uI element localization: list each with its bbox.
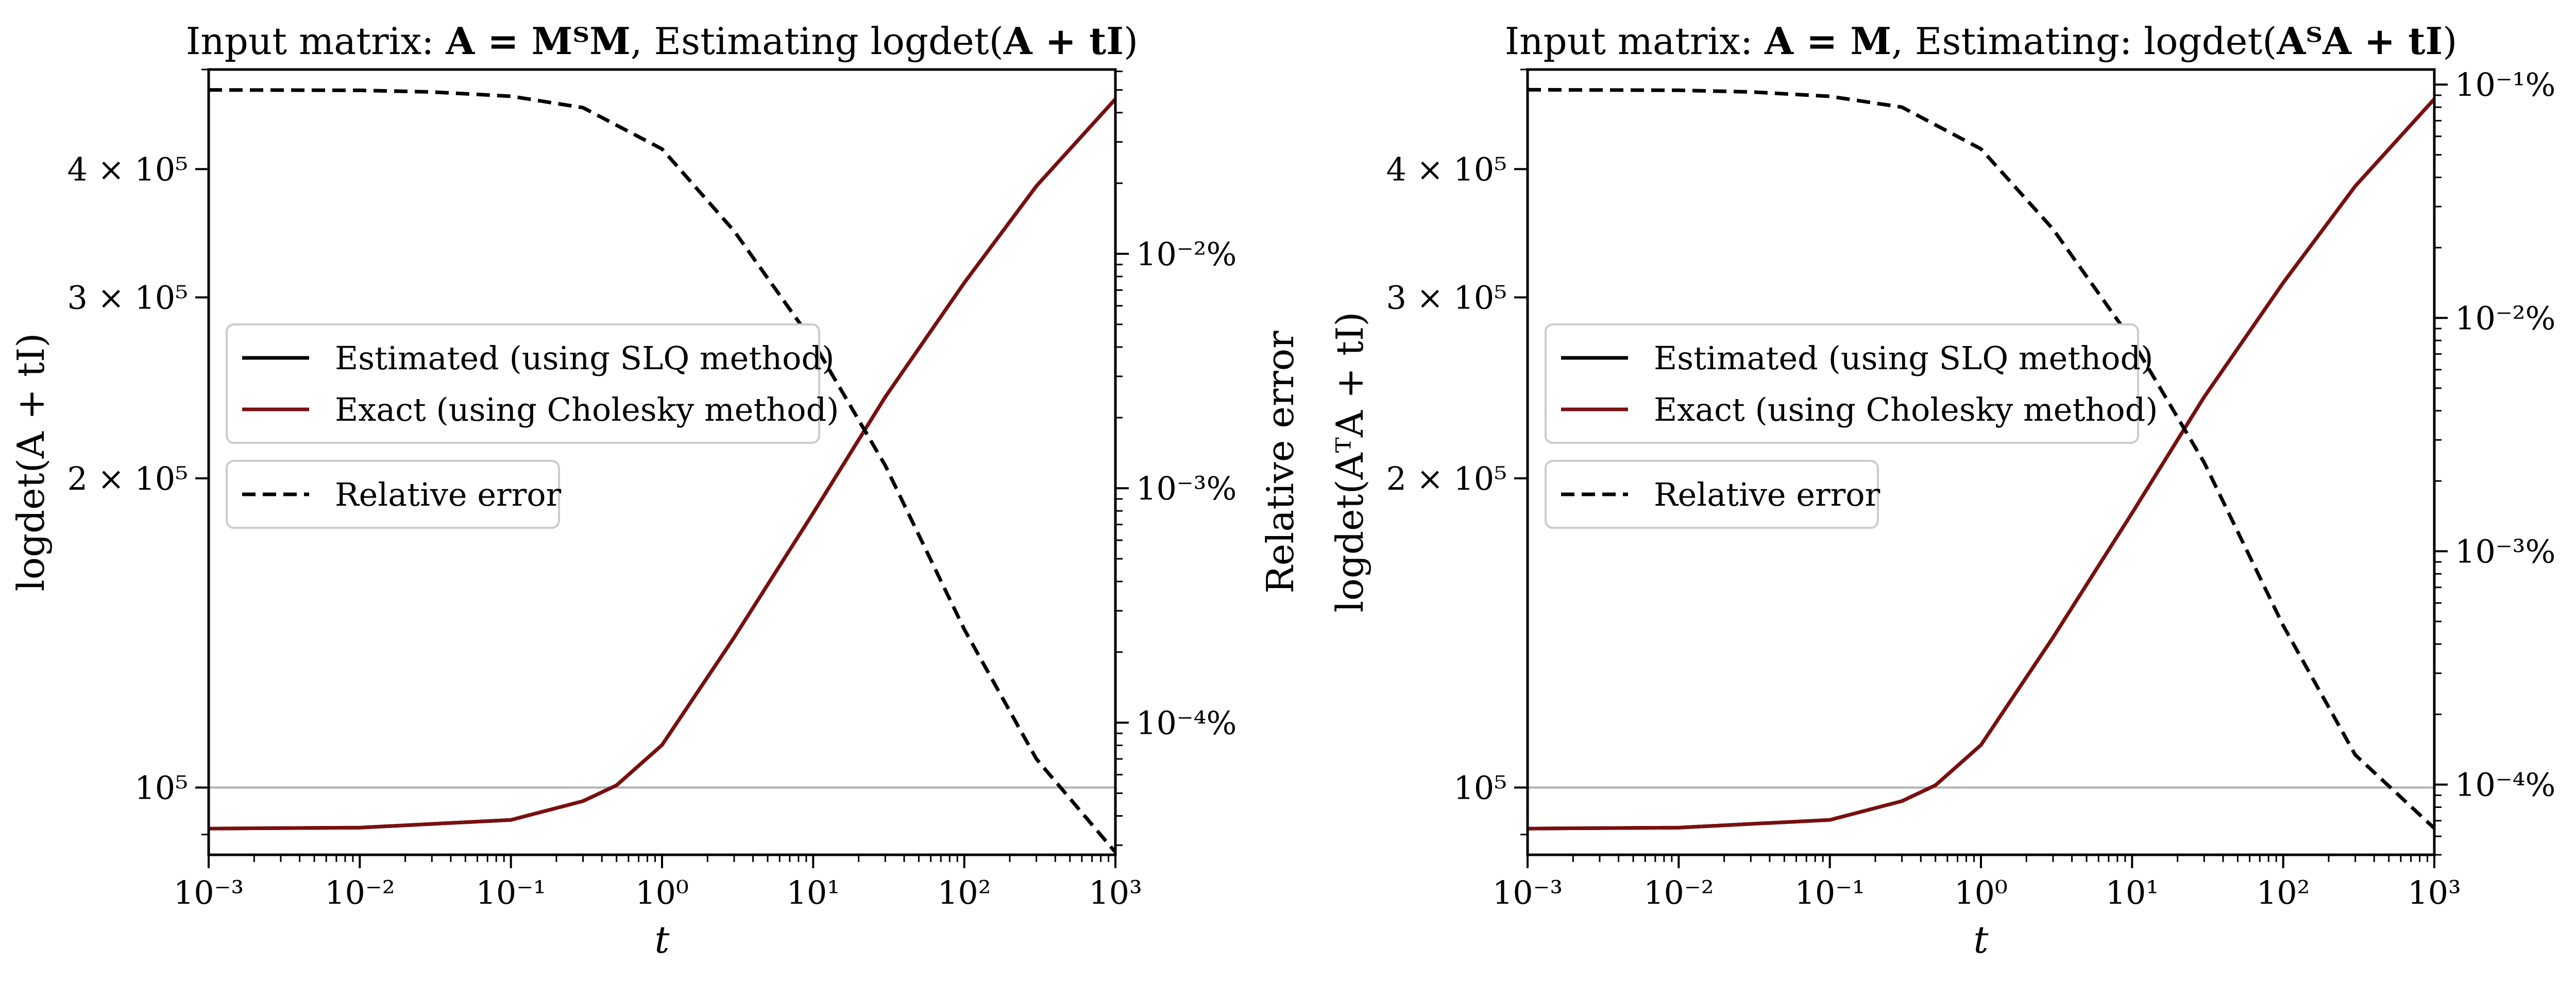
title-part: , Estimating logdet( — [631, 20, 1004, 63]
y-tick-label: 4 × 10⁵ — [67, 150, 188, 188]
x-tick-label: 10³ — [1089, 874, 1142, 911]
title-part: Input matrix: — [1505, 20, 1765, 63]
series-line-2 — [1527, 97, 2436, 831]
legend-label: Estimated (using SLQ method) — [335, 339, 834, 377]
title-part: Input matrix: — [186, 20, 446, 63]
y-tick-label: 10⁵ — [134, 769, 188, 806]
y2-tick-label: 10⁻⁴% — [1136, 704, 1236, 742]
title-part: ) — [2443, 20, 2457, 63]
y-tick-label: 3 × 10⁵ — [1386, 279, 1507, 317]
legend-label: Exact (using Cholesky method) — [335, 391, 839, 428]
legend-box-error — [1545, 460, 1879, 529]
title-part: AᵀA + tI — [2276, 19, 2443, 63]
title-part: A = M — [1764, 19, 1891, 63]
x-tick-label: 10⁻³ — [1493, 874, 1563, 911]
chart-panel-2: 10⁻³ 10⁻² 10⁻¹ 10⁰ 10¹ 10² 10³ 10⁵ 2 × 10⁵ 3 × 10… — [1328, 19, 2555, 961]
y-tick-label: 2 × 10⁵ — [67, 460, 188, 497]
y2-axis-label: Relative error — [1259, 331, 1302, 594]
series-line-3 — [1527, 88, 2436, 830]
chart-title: Input matrix: A = M, Estimating: logdet(… — [1505, 19, 2458, 63]
legend-label: Estimated (using SLQ method) — [1654, 339, 2153, 377]
x-tick-label: 10² — [2257, 874, 2310, 911]
y-tick-label: 2 × 10⁵ — [1386, 460, 1507, 497]
x-tick-label: 10⁰ — [635, 874, 689, 911]
chart-panel-1: 10⁻³ 10⁻² 10⁻¹ 10⁰ 10¹ 10² 10³ 10⁵ 2 × 10⁵ 3 × 10… — [9, 19, 1302, 961]
legend-box-lines — [226, 323, 820, 444]
y-tick-label: 3 × 10⁵ — [67, 279, 188, 317]
x-tick-label: 10⁻² — [325, 874, 395, 911]
y2-tick-label: 10⁻¹% — [2455, 66, 2555, 104]
y-tick-label: 10⁵ — [1453, 769, 1507, 806]
x-tick-label: 10⁻³ — [174, 874, 244, 911]
x-tick-label: 10⁰ — [1954, 874, 2008, 911]
x-tick-label: 10¹ — [2105, 874, 2159, 911]
y2-tick-label: 10⁻⁴% — [2455, 766, 2555, 804]
x-tick-label: 10⁻² — [1643, 874, 1714, 911]
x-axis-label: t — [655, 918, 670, 961]
title-part: A + tI — [1003, 19, 1124, 63]
title-part: ) — [1124, 20, 1138, 63]
y2-tick-label: 10⁻³% — [2455, 532, 2555, 570]
title-part: A = MᵀM — [445, 19, 630, 63]
series-line-3 — [208, 88, 1117, 854]
y2-tick-label: 10⁻²% — [1136, 235, 1236, 273]
x-tick-label: 10³ — [2408, 874, 2461, 911]
legend-box-lines — [1545, 323, 2139, 444]
legend-label: Exact (using Cholesky method) — [1654, 391, 2158, 428]
x-tick-label: 10² — [938, 874, 991, 911]
legend-box-error — [226, 460, 560, 529]
x-tick-label: 10⁻¹ — [1794, 874, 1865, 911]
y-axis-label: logdet(AᵀA + tI) — [1328, 312, 1371, 613]
y-tick-label: 4 × 10⁵ — [1386, 150, 1507, 188]
y2-tick-label: 10⁻³% — [1136, 470, 1236, 507]
title-part: , Estimating: logdet( — [1891, 20, 2277, 63]
x-tick-label: 10¹ — [786, 874, 840, 911]
y-axis-label: logdet(A + tI) — [9, 333, 53, 592]
legend-label: Relative error — [335, 476, 562, 513]
x-axis-label: t — [1974, 918, 1989, 961]
series-line-2 — [208, 97, 1117, 831]
chart-title: Input matrix: A = MᵀM, Estimating logdet… — [186, 19, 1138, 63]
x-tick-label: 10⁻¹ — [476, 874, 546, 911]
y2-tick-label: 10⁻²% — [2455, 299, 2555, 337]
legend-label: Relative error — [1654, 476, 1880, 513]
